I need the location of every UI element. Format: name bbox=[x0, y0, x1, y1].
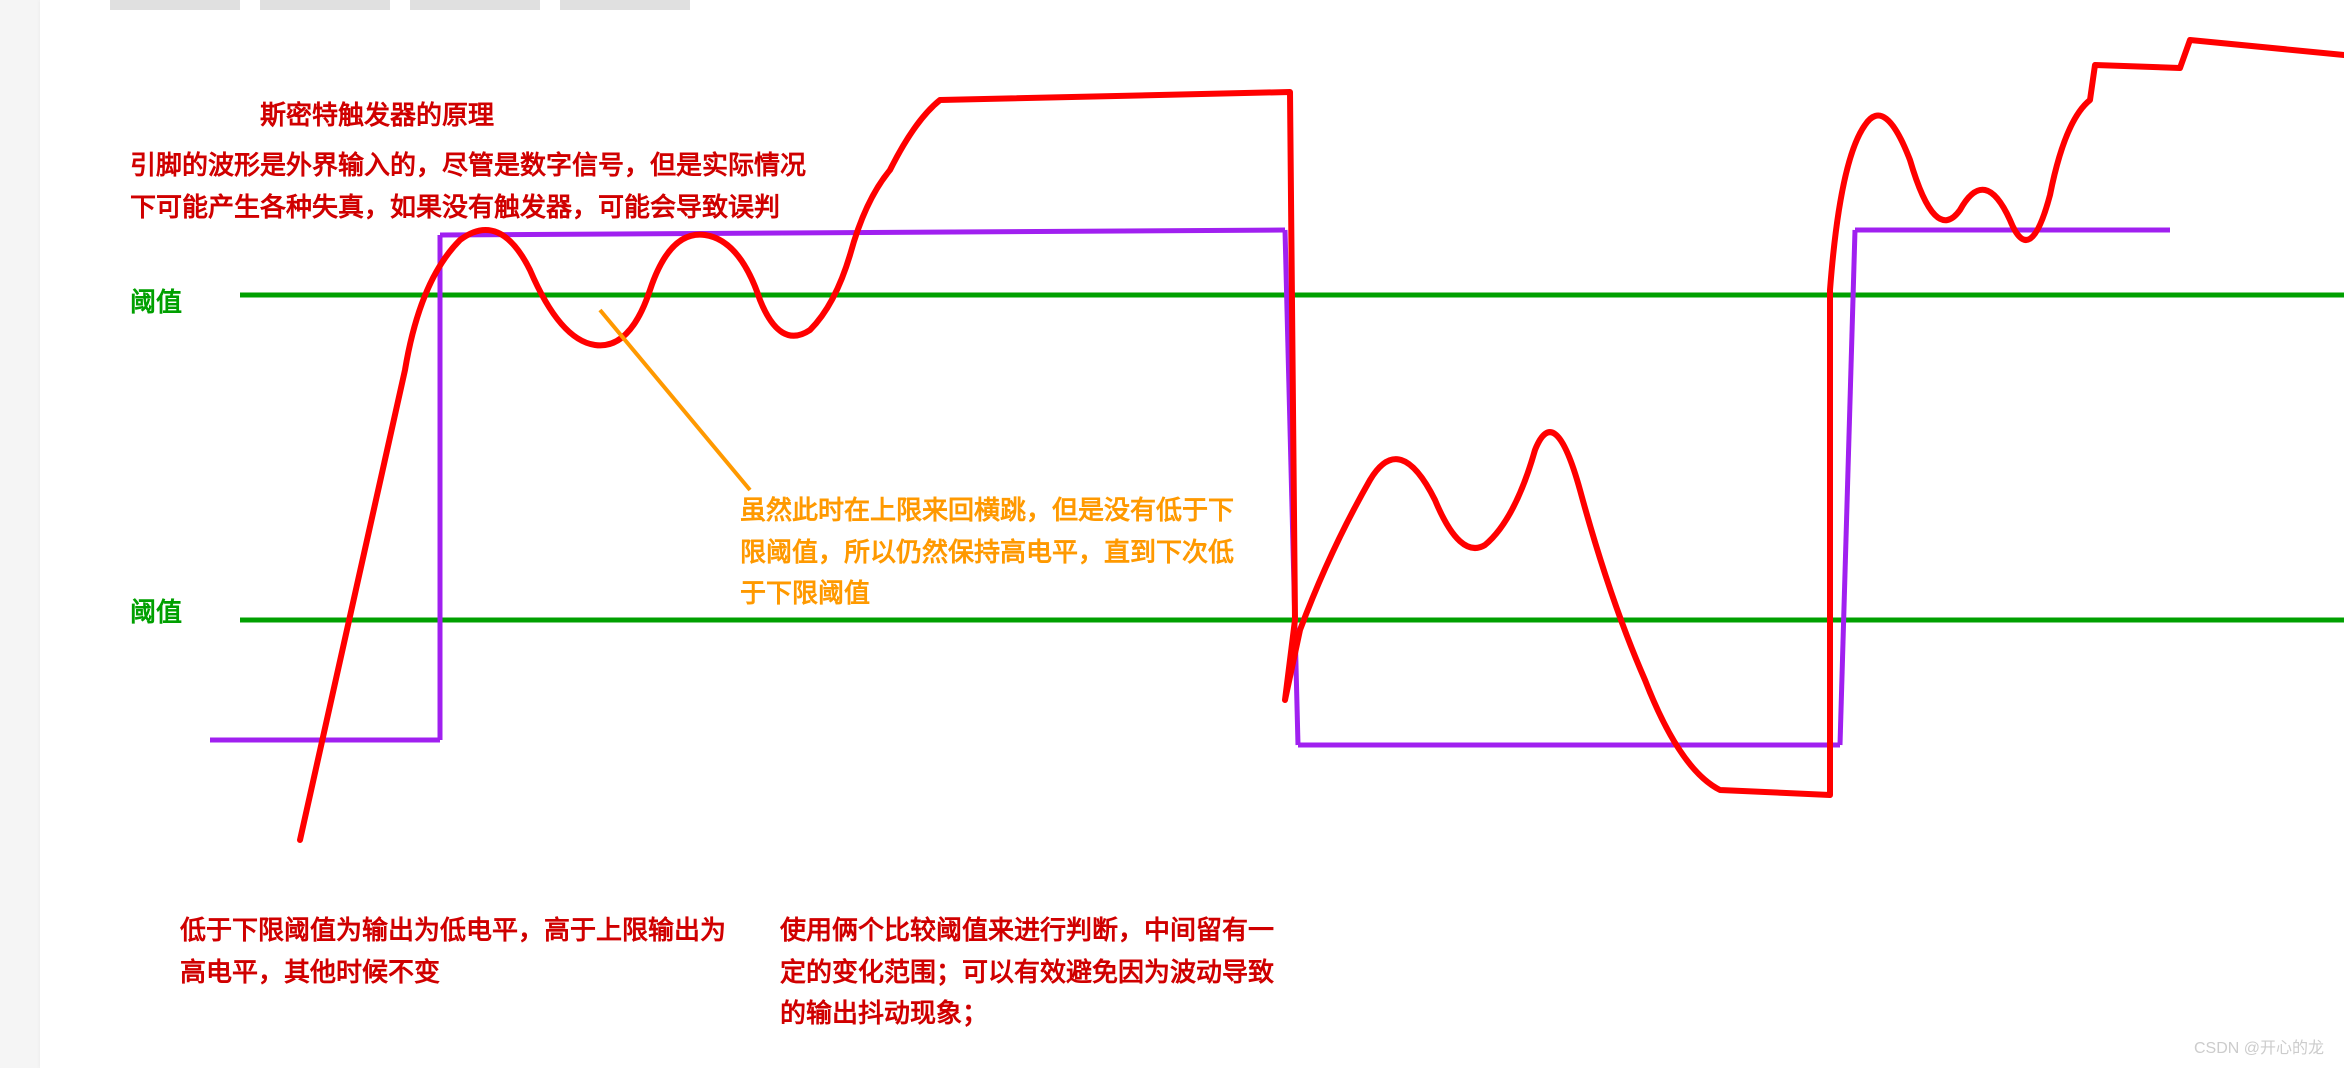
threshold-label-lower: 阈值 bbox=[130, 592, 182, 634]
orange-annotation-text: 虽然此时在上限来回横跳，但是没有低于下 限阈值，所以仍然保持高电平，直到下次低 … bbox=[740, 490, 1234, 615]
bottom-left-text: 低于下限阈值为输出为低电平，高于上限输出为 高电平，其他时候不变 bbox=[180, 910, 726, 993]
title-text: 斯密特触发器的原理 bbox=[260, 95, 494, 137]
diagram-canvas: 阈值 阈值 斯密特触发器的原理 引脚的波形是外界输入的，尽管是数字信号，但是实际… bbox=[40, 0, 2344, 1068]
threshold-label-upper: 阈值 bbox=[130, 282, 182, 324]
watermark-text: CSDN @开心的龙 bbox=[2194, 1034, 2324, 1058]
intro-text: 引脚的波形是外界输入的，尽管是数字信号，但是实际情况 下可能产生各种失真，如果没… bbox=[130, 145, 806, 228]
bottom-right-text: 使用俩个比较阈值来进行判断，中间留有一 定的变化范围；可以有效避免因为波动导致 … bbox=[780, 910, 1274, 1035]
